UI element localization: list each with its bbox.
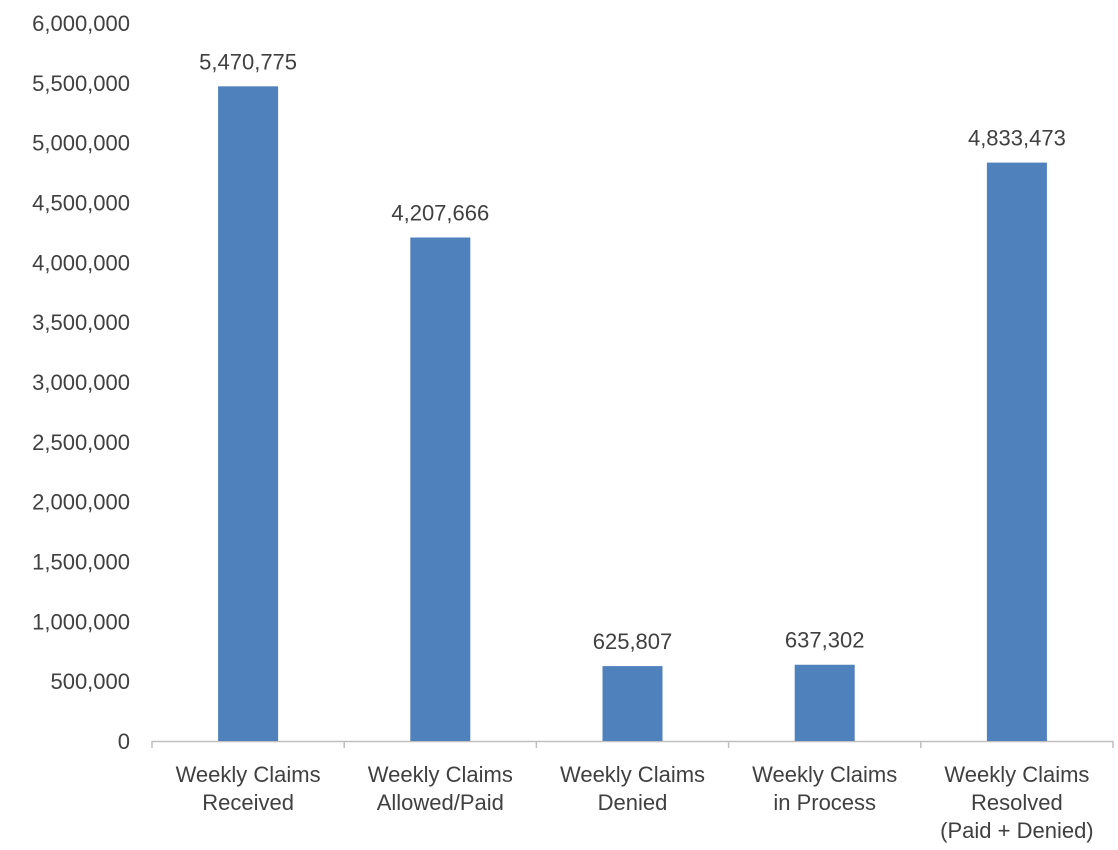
bar [410,237,471,741]
y-tick-label: 2,500,000 [32,430,130,455]
data-label: 625,807 [593,629,673,654]
category-label-line: (Paid + Denied) [940,818,1093,843]
y-tick-label: 1,500,000 [32,550,130,575]
data-label: 637,302 [785,628,865,653]
category-label: Weekly Claims in Process [752,762,897,815]
category-label: Weekly Claims Received [176,762,321,815]
y-tick-label: 2,000,000 [32,490,130,515]
bar [986,162,1047,742]
data-labels: 5,470,775 4,207,666 625,807 637,302 4,833,47… [199,49,1066,654]
y-tick-label: 5,500,000 [32,71,130,96]
category-label-line: Weekly Claims [944,762,1089,787]
y-axis-ticks: 0 500,000 1,000,000 1,500,000 2,000,000 2,500… [32,11,130,754]
category-label: Weekly Claims Denied [560,762,705,815]
category-label: Weekly Claims Resolved (Paid + Denied) [940,762,1093,843]
category-label-line: Weekly Claims [560,762,705,787]
y-tick-label: 3,000,000 [32,370,130,395]
category-label-line: Denied [598,790,668,815]
category-label-line: in Process [773,790,876,815]
category-label-line: Weekly Claims [752,762,897,787]
bar [218,86,279,742]
bar [794,664,855,741]
y-tick-label: 1,000,000 [32,609,130,634]
category-label-line: Resolved [971,790,1063,815]
bar-series [218,86,1047,742]
category-label-line: Received [202,790,294,815]
bar [602,666,663,741]
category-label-line: Weekly Claims [368,762,513,787]
y-tick-label: 4,000,000 [32,250,130,275]
data-label: 4,207,666 [391,200,489,225]
data-label: 4,833,473 [968,126,1066,151]
category-label-line: Weekly Claims [176,762,321,787]
x-axis-tick-marks [151,741,1114,748]
y-tick-label: 4,500,000 [32,191,130,216]
y-tick-label: 500,000 [50,669,130,694]
y-tick-label: 0 [118,729,130,754]
y-tick-label: 3,500,000 [32,310,130,335]
category-label-line: Allowed/Paid [377,790,504,815]
y-tick-label: 6,000,000 [32,11,130,36]
data-label: 5,470,775 [199,49,297,74]
y-tick-label: 5,000,000 [32,131,130,156]
category-label: Weekly Claims Allowed/Paid [368,762,513,815]
category-labels: Weekly Claims Received Weekly Claims Allowe… [176,762,1094,843]
